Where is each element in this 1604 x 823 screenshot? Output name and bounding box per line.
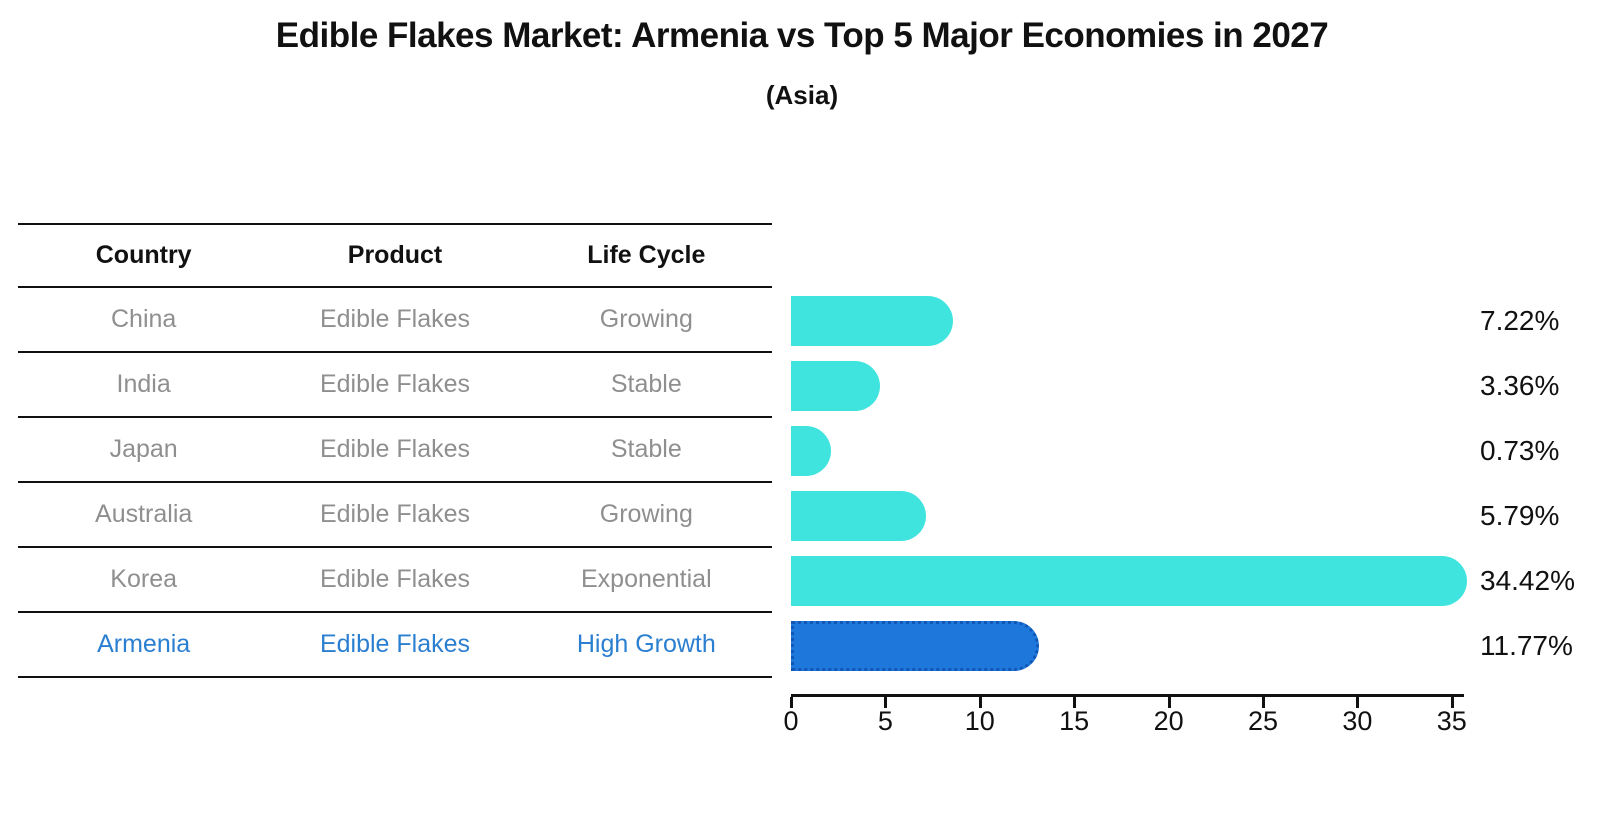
bar-korea <box>791 555 1467 606</box>
bar-japan <box>791 425 831 476</box>
cell-product: Edible Flakes <box>319 500 471 528</box>
x-tick-mark <box>790 697 793 708</box>
bar-india <box>791 360 881 411</box>
bar-armenia <box>791 620 1040 671</box>
column-header-product: Product <box>347 241 443 269</box>
x-tick-label: 10 <box>964 706 995 736</box>
x-tick-label: 20 <box>1153 706 1184 736</box>
x-tick-label: 30 <box>1342 706 1373 736</box>
x-tick-mark <box>978 697 982 708</box>
value-label-armenia: 11.77% <box>1480 630 1573 661</box>
cell-country: China <box>111 305 177 333</box>
cell-country: Armenia <box>97 630 191 658</box>
x-tick-mark <box>1450 697 1454 708</box>
x-tick-mark <box>1073 697 1077 708</box>
table-row: Armenia Edible Flakes High Growth <box>18 613 772 678</box>
x-tick-mark <box>1262 697 1265 708</box>
chart-subtitle: (Asia) <box>765 80 839 110</box>
value-label-australia: 5.79% <box>1480 500 1560 531</box>
column-header-country: Country <box>95 241 192 269</box>
cell-life-cycle: Stable <box>610 370 682 398</box>
cell-life-cycle: Exponential <box>580 565 712 593</box>
value-label-india: 3.36% <box>1480 370 1560 401</box>
bar-australia <box>791 490 927 541</box>
cell-country: Australia <box>95 500 193 528</box>
bar-china <box>791 295 954 346</box>
value-label-korea: 34.42% <box>1480 565 1575 596</box>
x-axis-line <box>791 694 1464 697</box>
cell-country: Japan <box>109 435 178 463</box>
x-tick-mark <box>884 697 888 708</box>
table-header-row: Country Product Life Cycle <box>18 223 772 288</box>
x-tick-label: 25 <box>1247 706 1279 736</box>
value-label-japan: 0.73% <box>1480 435 1560 466</box>
cell-life-cycle: Stable <box>610 435 682 463</box>
chart-title: Edible Flakes Market: Armenia vs Top 5 M… <box>275 16 1329 55</box>
country-table: Country Product Life Cycle China Edible F… <box>18 223 772 678</box>
cell-product: Edible Flakes <box>319 370 471 398</box>
x-tick-mark <box>1167 697 1171 708</box>
table-row: Japan Edible Flakes Stable <box>18 418 772 483</box>
cell-product: Edible Flakes <box>319 630 471 658</box>
cell-product: Edible Flakes <box>319 565 471 593</box>
cell-life-cycle: Growing <box>599 305 693 333</box>
table-row: India Edible Flakes Stable <box>18 353 772 418</box>
x-tick-label: 15 <box>1059 706 1090 736</box>
table-row: Australia Edible Flakes Growing <box>18 483 772 548</box>
x-tick-label: 5 <box>877 706 893 736</box>
table-row: China Edible Flakes Growing <box>18 288 772 353</box>
cell-country: India <box>116 370 171 398</box>
x-tick-label: 0 <box>783 706 799 736</box>
x-tick-mark <box>1356 697 1360 708</box>
column-header-life-cycle: Life Cycle <box>587 241 706 269</box>
cell-country: Korea <box>110 565 178 593</box>
table-row: Korea Edible Flakes Exponential <box>18 548 772 613</box>
cell-life-cycle: High Growth <box>576 630 716 658</box>
cell-product: Edible Flakes <box>319 305 471 333</box>
cell-product: Edible Flakes <box>319 435 471 463</box>
x-tick-label: 35 <box>1436 706 1467 736</box>
cell-life-cycle: Growing <box>599 500 693 528</box>
table-body: China Edible Flakes Growing India Edible Fla… <box>18 288 772 678</box>
value-label-china: 7.22% <box>1480 305 1560 336</box>
